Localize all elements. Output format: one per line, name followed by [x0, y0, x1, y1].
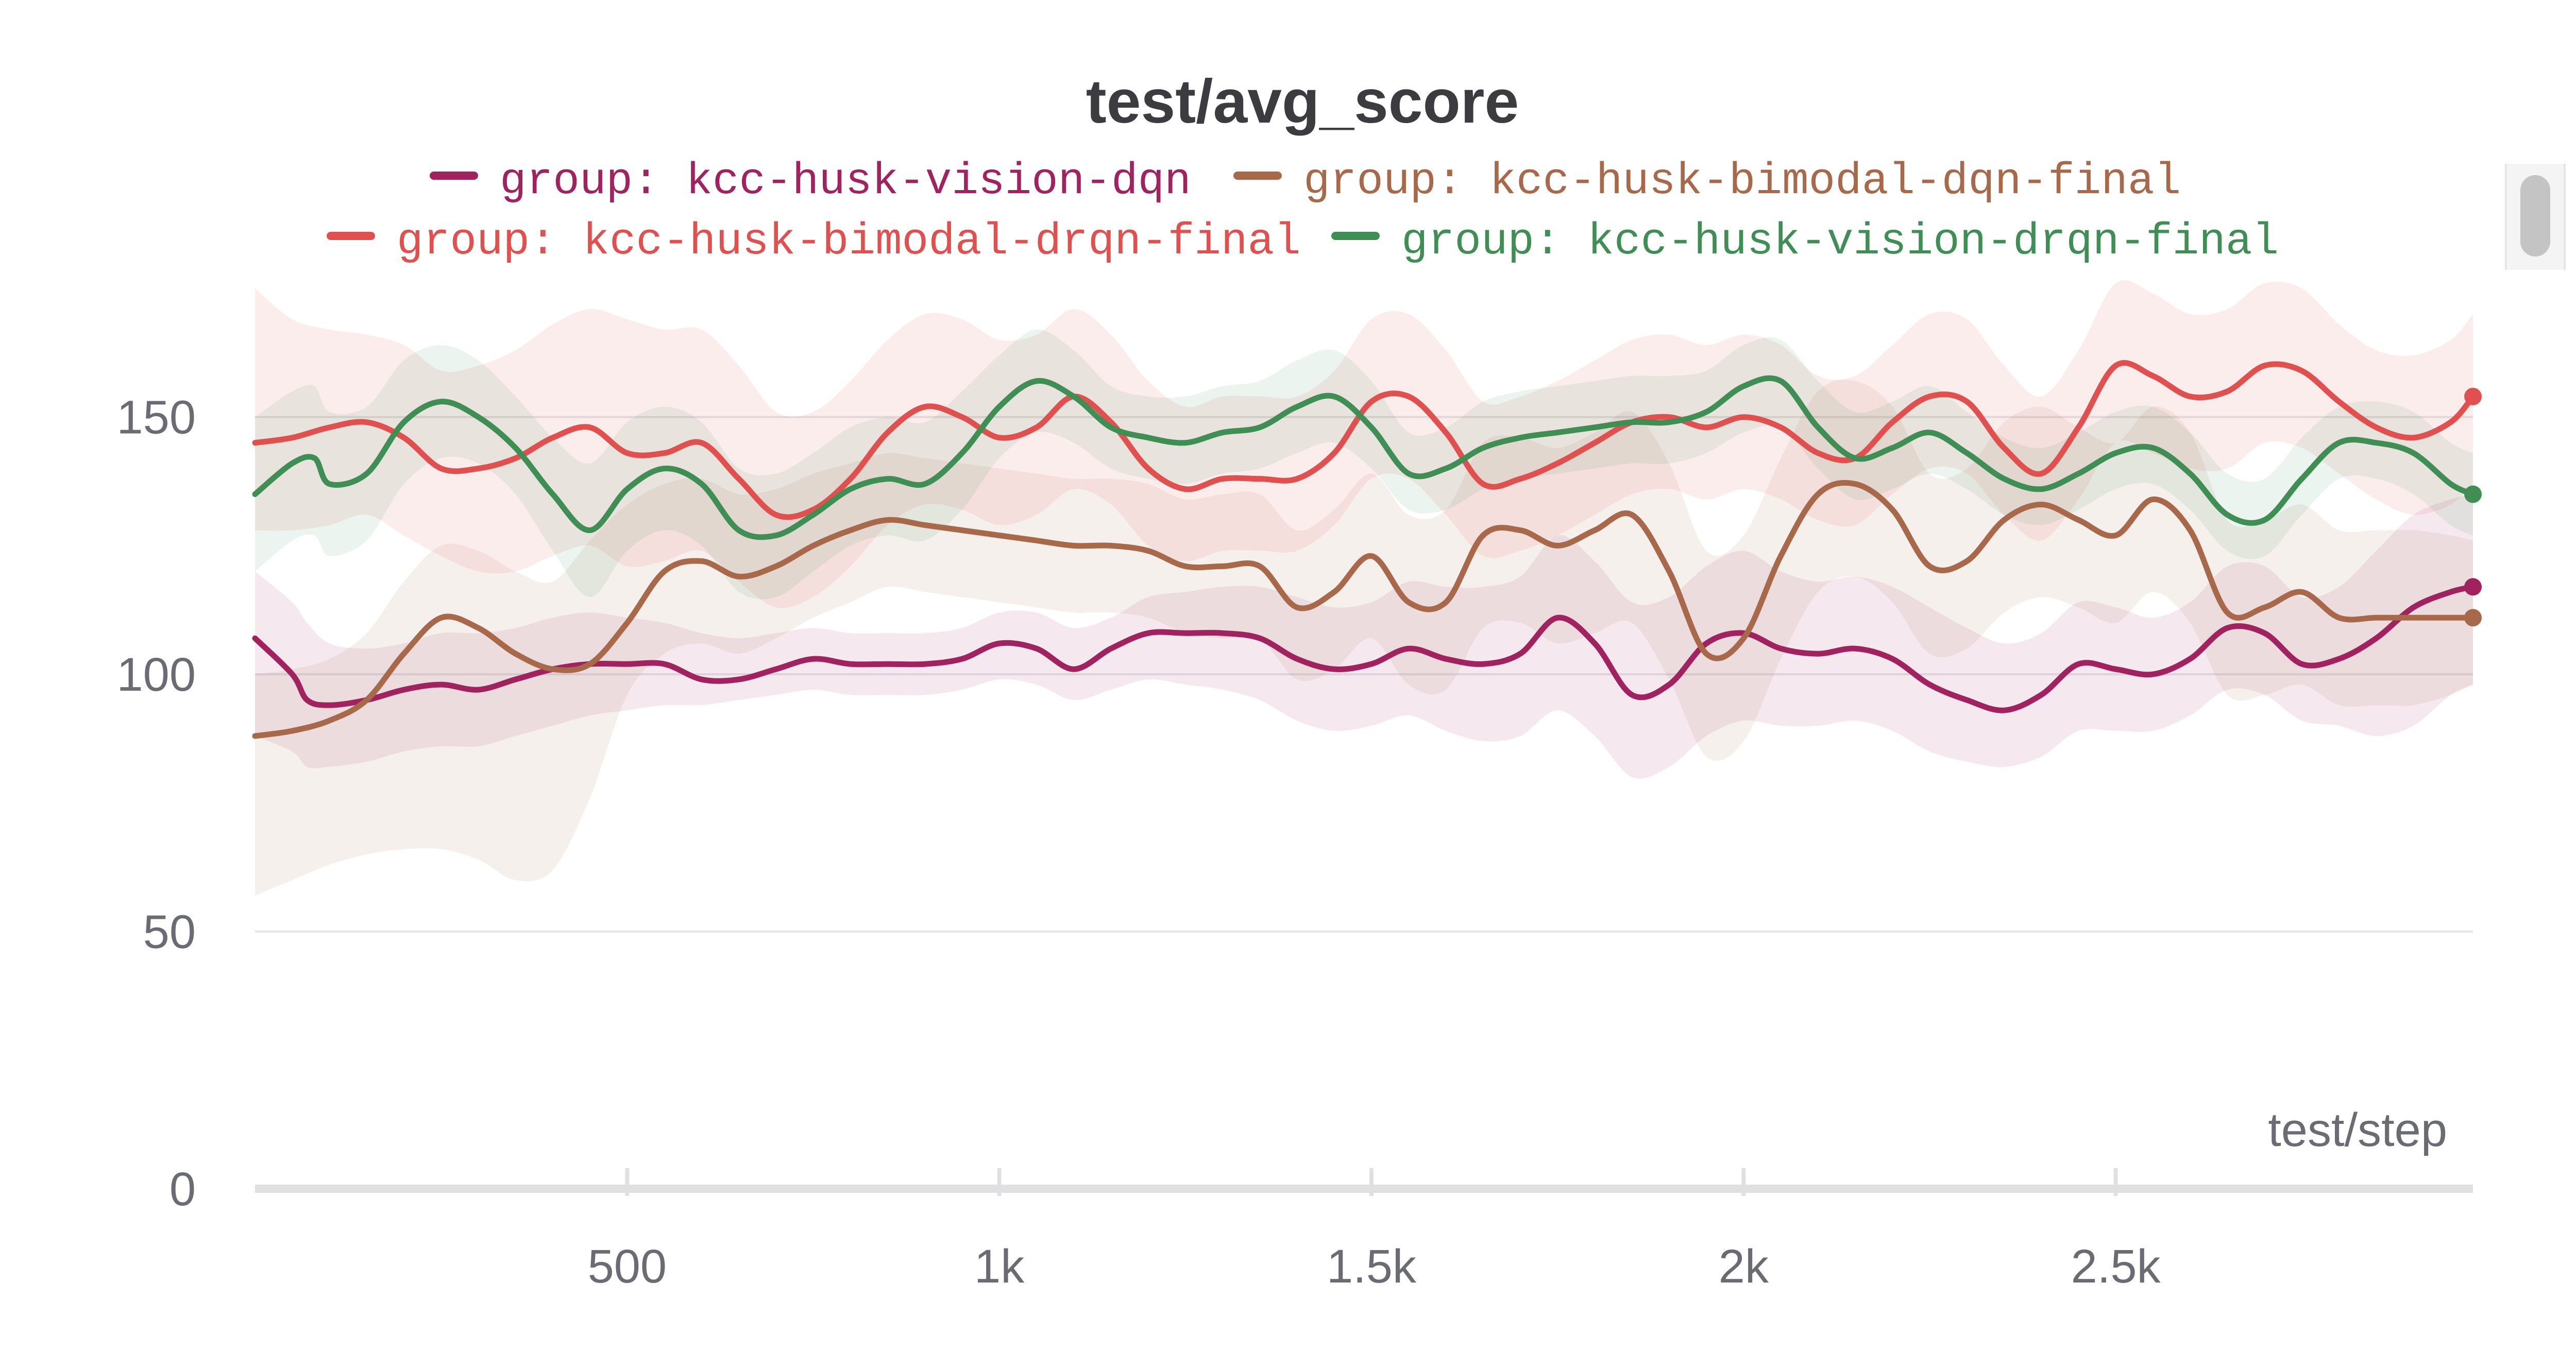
y-tick-label: 150 — [117, 391, 196, 444]
series-line-1[interactable] — [252, 480, 2476, 739]
y-tick-label: 100 — [117, 648, 196, 701]
legend-label-3[interactable]: group: kcc-husk-vision-drqn-final — [1401, 216, 2279, 267]
confidence-band-0 — [255, 494, 2473, 779]
legend-scrollbar[interactable] — [2505, 164, 2566, 270]
legend-label-0[interactable]: group: kcc-husk-vision-dqn — [500, 156, 1191, 207]
series-lines — [252, 360, 2476, 739]
series-line-0[interactable] — [252, 584, 2476, 713]
legend-label-2[interactable]: group: kcc-husk-bimodal-drqn-final — [397, 216, 1301, 267]
series-endpoint-1 — [2464, 609, 2482, 627]
confidence-band-3 — [255, 329, 2473, 600]
x-tick-label: 2.5k — [2071, 1240, 2161, 1293]
x-tick-label: 1.5k — [1327, 1240, 1417, 1293]
series-endpoint-3 — [2464, 485, 2482, 503]
x-tick-label: 1k — [974, 1240, 1025, 1293]
confidence-bands — [255, 280, 2473, 896]
legend: group: kcc-husk-vision-dqn group: kcc-hus… — [327, 156, 2279, 267]
series-line-2[interactable] — [252, 360, 2476, 520]
y-tick-label: 0 — [170, 1163, 196, 1216]
axes: 0 50 100 150 500 1k 1.5k 2k 2.5k — [117, 391, 2473, 1293]
series-endpoints — [2464, 387, 2482, 627]
x-tick-label: 2k — [1719, 1240, 1769, 1293]
series-endpoint-0 — [2464, 578, 2482, 596]
confidence-band-2 — [255, 280, 2473, 608]
chart-title: test/avg_score — [1086, 67, 1519, 136]
x-axis-label: test/step — [2268, 1104, 2447, 1156]
legend-scrollbar-thumb[interactable] — [2520, 175, 2550, 256]
series-endpoint-2 — [2464, 387, 2482, 405]
y-tick-label: 50 — [143, 906, 196, 959]
x-tick-label: 500 — [588, 1240, 667, 1293]
series-line-3[interactable] — [252, 375, 2476, 540]
legend-label-1[interactable]: group: kcc-husk-bimodal-dqn-final — [1303, 156, 2181, 207]
